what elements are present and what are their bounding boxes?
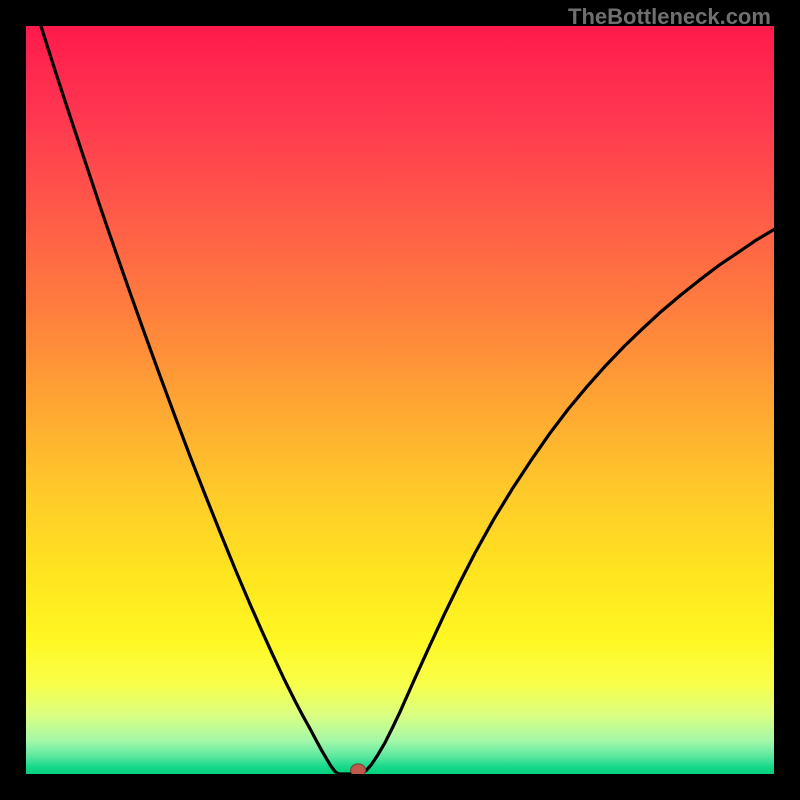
- chart-background: [26, 26, 774, 774]
- chart-svg: [26, 26, 774, 774]
- chart-plot-area: [26, 26, 774, 774]
- optimal-point-marker: [351, 764, 366, 774]
- watermark-text: TheBottleneck.com: [568, 4, 771, 30]
